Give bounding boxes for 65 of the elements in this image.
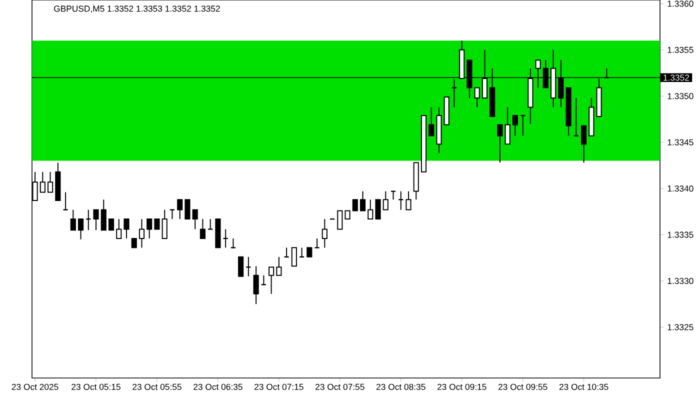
candlestick <box>360 190 366 212</box>
candlestick <box>192 209 198 230</box>
candlestick <box>512 115 518 136</box>
x-tick-label: 23 Oct 10:35 <box>559 384 608 390</box>
candlestick <box>504 106 510 145</box>
candlestick <box>337 210 343 230</box>
candlestick <box>93 209 99 231</box>
candlestick <box>230 238 236 248</box>
candlestick <box>375 199 381 220</box>
candlestick <box>238 256 244 277</box>
x-tick-label: 23 Oct 06:35 <box>194 384 242 390</box>
candlestick <box>138 218 145 248</box>
text: GBPUSD,M5 1.3352 1.3353 1.3352 1.3352 <box>54 6 220 13</box>
x-tick-label: 23 Oct 09:15 <box>437 384 486 390</box>
candlestick <box>382 190 388 210</box>
candlestick <box>253 266 259 305</box>
candlestick <box>207 218 214 230</box>
candlestick <box>260 274 267 286</box>
candlestick <box>154 218 160 230</box>
candlestick <box>200 218 206 239</box>
y-tick-label: 1.3335 <box>668 232 694 238</box>
y-tick-label: 1.3360 <box>668 0 694 7</box>
candlestick <box>70 209 76 231</box>
x-tick-label: 23 Oct 05:55 <box>132 384 182 390</box>
x-tick-label: 23 Oct 09:55 <box>498 384 548 390</box>
candlestick <box>314 238 320 248</box>
candlestick <box>177 199 183 220</box>
candlestick <box>184 199 190 220</box>
candlestick <box>169 209 176 220</box>
y-tick-label: 1.3325 <box>668 324 694 330</box>
candlestick <box>108 218 114 231</box>
x-tick-label: 23 Oct 2025 <box>12 384 58 390</box>
y-tick-label: 1.3330 <box>668 278 694 284</box>
candlestick <box>406 190 412 210</box>
x-tick-label: 23 Oct 07:15 <box>254 384 304 390</box>
candlestick <box>62 192 68 210</box>
candlestick <box>162 209 168 239</box>
candlestick <box>146 218 152 239</box>
candlestick <box>131 238 137 248</box>
x-tick-label: 23 Oct 05:15 <box>72 384 120 390</box>
candlestick <box>268 266 274 294</box>
candlestick <box>474 87 480 108</box>
y-tick-label: 1.3340 <box>668 185 694 192</box>
candlestick <box>581 125 587 164</box>
candlestick <box>322 218 328 248</box>
candlestick <box>291 247 297 267</box>
ref-line-label: 1.3352 <box>664 74 689 81</box>
candlestick <box>116 218 122 239</box>
candlestick <box>428 106 434 136</box>
y-tick-label: 1.3355 <box>668 46 694 53</box>
candlestick <box>124 218 130 239</box>
candlestick <box>40 171 46 193</box>
y-tick-label: 1.3345 <box>668 139 694 146</box>
candlestick <box>306 247 312 258</box>
x-tick-label: 23 Oct 08:35 <box>376 384 426 390</box>
y-tick-label: 1.3350 <box>668 93 694 100</box>
candlestick <box>352 199 358 212</box>
candlestick <box>368 199 374 220</box>
candlestick <box>78 218 84 240</box>
candlestick <box>100 199 106 231</box>
candlestick <box>497 124 503 164</box>
x-tick-label: 23 Oct 07:55 <box>316 384 364 390</box>
candlestick <box>276 256 282 276</box>
candlestick <box>390 190 396 200</box>
candlestick <box>48 171 54 193</box>
